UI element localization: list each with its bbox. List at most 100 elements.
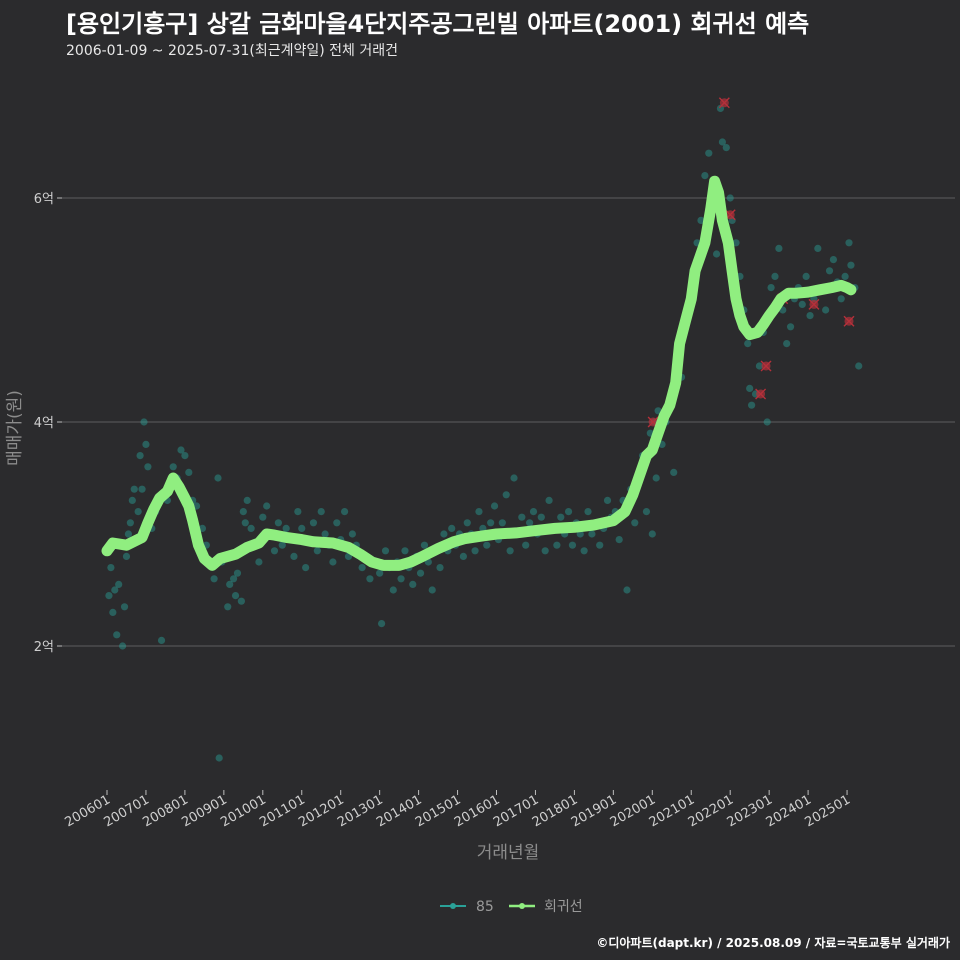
- source-caption: ©디아파트(dapt.kr) / 2025.08.09 / 자료=국토교통부 실…: [596, 936, 950, 950]
- data-point: [128, 496, 136, 504]
- data-point: [247, 524, 255, 533]
- data-point: [309, 519, 318, 527]
- highlighted-point-cross: [755, 388, 767, 400]
- data-points: [105, 104, 863, 762]
- legend-line-swatch-dot: [519, 903, 525, 909]
- y-axis-ticks: 2억 4억 6억: [34, 192, 62, 655]
- data-point: [138, 485, 146, 493]
- data-point: [243, 496, 251, 504]
- data-point: [506, 547, 514, 555]
- data-point: [557, 513, 565, 521]
- data-point: [755, 362, 764, 370]
- data-point: [177, 446, 185, 454]
- data-point: [274, 519, 282, 527]
- data-point: [169, 463, 177, 471]
- data-point: [490, 502, 499, 510]
- data-point: [541, 547, 549, 555]
- data-point: [321, 530, 329, 538]
- data-point: [588, 530, 596, 538]
- data-point: [317, 508, 325, 516]
- data-point: [214, 474, 222, 482]
- data-point: [348, 530, 356, 538]
- data-point: [642, 508, 651, 516]
- data-point: [109, 608, 117, 617]
- y-axis-title: 매매가(원): [5, 390, 25, 466]
- data-point: [748, 401, 756, 409]
- data-point: [806, 312, 814, 320]
- data-point: [697, 216, 705, 224]
- legend-item-regression: 회귀선: [544, 899, 583, 915]
- data-point: [802, 272, 810, 280]
- data-point: [631, 519, 639, 527]
- data-point: [829, 256, 838, 264]
- data-point: [529, 508, 538, 516]
- data-point: [475, 508, 483, 516]
- data-point: [377, 620, 386, 628]
- data-point: [718, 138, 727, 146]
- data-point: [239, 508, 247, 516]
- data-point: [526, 519, 534, 527]
- data-point: [726, 194, 734, 202]
- data-point: [471, 547, 479, 555]
- data-point: [226, 580, 234, 589]
- x-axis-ticks: 2006012007012008012009012010012011012012…: [63, 790, 853, 830]
- data-point: [825, 267, 834, 275]
- data-point: [483, 541, 491, 549]
- data-point: [428, 586, 436, 594]
- data-point: [113, 631, 121, 639]
- data-point: [814, 244, 822, 252]
- data-point: [670, 468, 678, 476]
- data-point: [136, 452, 144, 460]
- data-point: [798, 300, 806, 308]
- data-point: [144, 463, 152, 471]
- data-point: [340, 508, 349, 516]
- data-point: [134, 508, 142, 516]
- data-point: [775, 244, 783, 252]
- data-point: [712, 250, 721, 258]
- data-point: [358, 564, 366, 572]
- data-point: [210, 575, 218, 583]
- data-point: [502, 491, 510, 499]
- legend-points-swatch-dot: [450, 903, 456, 909]
- data-point: [603, 496, 612, 504]
- data-point: [237, 597, 245, 605]
- data-point: [157, 636, 166, 645]
- data-point: [498, 519, 506, 527]
- data-point: [397, 575, 405, 583]
- highlighted-point-cross: [760, 360, 772, 372]
- legend: 85 회귀선: [440, 899, 583, 915]
- data-point: [553, 541, 561, 549]
- data-point: [596, 541, 604, 549]
- data-point: [763, 418, 771, 426]
- regression-line: [101, 175, 857, 571]
- data-point: [142, 440, 150, 448]
- data-point: [329, 558, 337, 566]
- chart-title: [용인기흥구] 상갈 금화마을4단지주공그린빌 아파트(2001) 회귀선 예측: [66, 10, 810, 38]
- data-point: [255, 558, 263, 566]
- data-point: [436, 564, 444, 572]
- data-point: [381, 547, 390, 555]
- data-point: [333, 519, 341, 527]
- data-point: [837, 295, 845, 303]
- data-point: [140, 418, 148, 426]
- data-point: [105, 592, 113, 600]
- data-point: [855, 362, 863, 370]
- data-point: [580, 547, 588, 555]
- data-point: [376, 569, 384, 577]
- data-point: [783, 340, 791, 348]
- data-point: [510, 474, 518, 482]
- data-point: [522, 541, 530, 549]
- data-point: [259, 513, 267, 521]
- chart-subtitle: 2006-01-09 ~ 2025-07-31(최근계약일) 전체 거래건: [66, 43, 398, 59]
- data-point: [107, 564, 115, 572]
- data-point: [722, 144, 730, 152]
- data-point: [130, 485, 138, 493]
- data-point: [366, 575, 374, 583]
- data-point: [233, 569, 242, 577]
- data-point: [198, 524, 207, 533]
- data-point: [568, 541, 577, 549]
- y-tick-label: 2억: [34, 640, 54, 655]
- data-point: [294, 508, 302, 516]
- x-tick-label: 202501: [803, 792, 853, 830]
